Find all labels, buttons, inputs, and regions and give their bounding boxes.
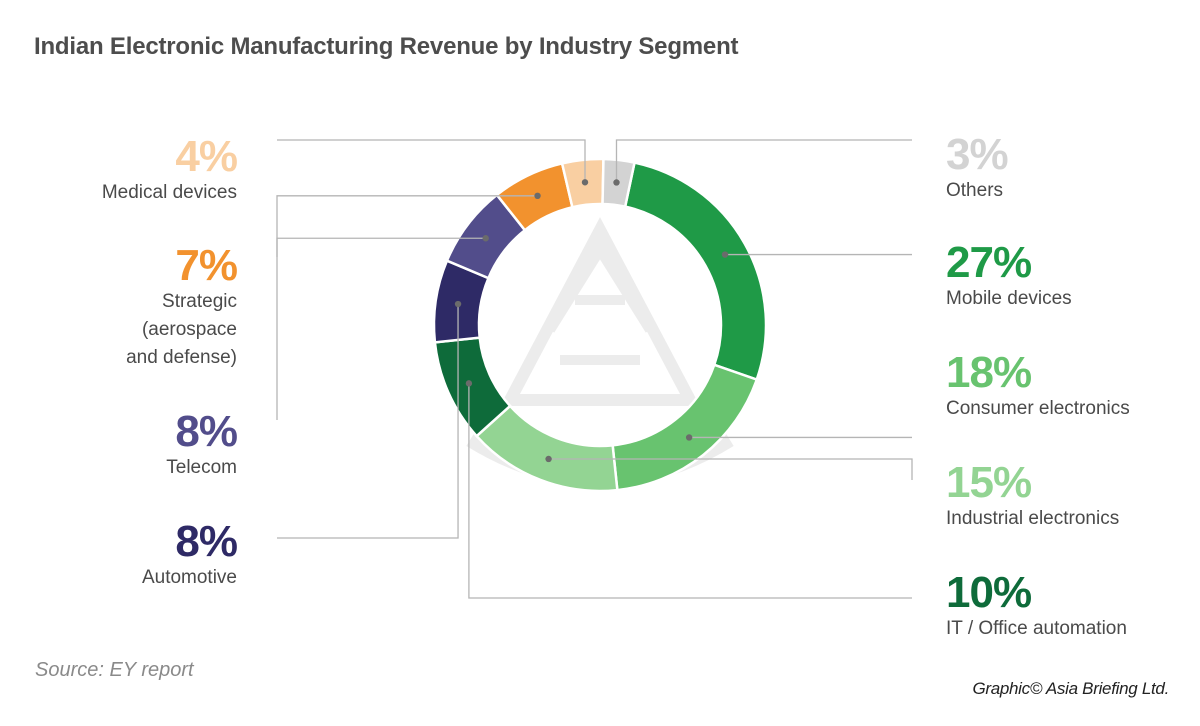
leader-line-it-office-automation xyxy=(468,383,912,599)
legend-label: Industrial electronics xyxy=(946,508,1120,529)
label-telecom: 8% Telecom xyxy=(0,407,238,482)
chart-title: Indian Electronic Manufacturing Revenue … xyxy=(34,33,739,60)
source-note: Source: EY report xyxy=(35,659,194,681)
graphic-credit: Graphic© Asia Briefing Ltd. xyxy=(972,679,1169,698)
leader-dot-strategic-aerospace-and-defense xyxy=(534,192,541,200)
legend-label: Telecom xyxy=(166,457,237,478)
data-label-value: 15% xyxy=(946,458,1032,507)
leader-line-others xyxy=(615,139,912,183)
data-label-value: 10% xyxy=(946,568,1032,617)
label-mobile-devices: 27% Mobile devices xyxy=(946,241,1200,313)
label-strategic: 7% Strategic (aerospace and defense) xyxy=(0,241,238,372)
watermark-lines xyxy=(545,240,655,365)
leader-line-automotive xyxy=(277,304,459,539)
leader-line-industrial-electronics xyxy=(548,458,913,480)
label-it-office-automation: 10% IT / Office automation xyxy=(946,571,1200,643)
legend-label: Others xyxy=(946,180,1004,201)
data-label-value: 3% xyxy=(946,130,1009,179)
data-label-value: 8% xyxy=(175,407,238,456)
label-consumer-electronics: 18% Consumer electronics xyxy=(946,351,1200,423)
leader-dot-telecom xyxy=(482,235,489,242)
legend-label: IT / Office automation xyxy=(946,618,1127,639)
legend-label: Strategic (aerospace and defense) xyxy=(126,291,237,368)
data-label-value: 4% xyxy=(175,132,238,181)
slice-mobile-devices xyxy=(623,161,768,382)
legend-label: Automotive xyxy=(141,567,237,588)
leader-dot-mobile-devices xyxy=(721,251,729,258)
leader-dot-industrial-electronics xyxy=(545,455,552,463)
data-label-value: 27% xyxy=(946,238,1032,287)
leader-dot-others xyxy=(613,179,620,186)
data-label-value: 8% xyxy=(175,517,238,566)
data-label-value: 7% xyxy=(175,241,238,290)
label-medical-devices: 4% Medical devices xyxy=(0,132,238,207)
donut-slices xyxy=(432,157,768,493)
leader-lines xyxy=(276,139,913,599)
data-label-value: 18% xyxy=(946,348,1032,397)
leader-dot-medical-devices xyxy=(581,179,589,186)
leader-dot-consumer-electronics xyxy=(685,434,693,441)
leader-dot-automotive xyxy=(454,300,462,308)
legend-label: Consumer electronics xyxy=(946,398,1130,419)
leader-line-medical-devices xyxy=(277,139,586,183)
label-automotive: 8% Automotive xyxy=(0,517,238,592)
label-others: 3% Others xyxy=(946,133,1200,205)
leader-line-strategic-aerospace-and-defense xyxy=(276,195,538,257)
leader-dot-it-office-automation xyxy=(465,380,473,387)
legend-label: Medical devices xyxy=(101,182,237,203)
label-industrial-electronics: 15% Industrial electronics xyxy=(946,461,1200,533)
legend-label: Mobile devices xyxy=(946,288,1072,309)
